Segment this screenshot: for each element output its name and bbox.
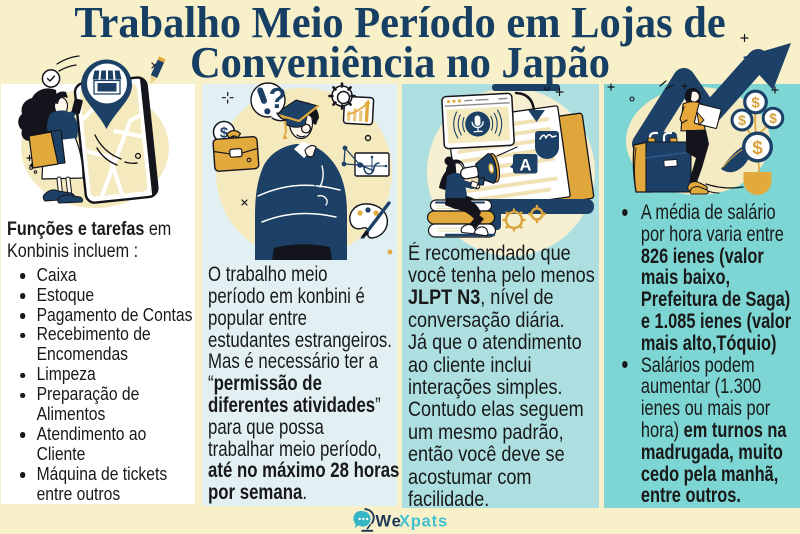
svg-text:?: ?	[269, 83, 287, 115]
svg-text:$: $	[769, 110, 777, 126]
svg-text:Xpats: Xpats	[399, 513, 448, 531]
svg-text:$: $	[751, 95, 760, 112]
svg-text:$: $	[738, 112, 746, 128]
svg-text:We: We	[376, 513, 402, 531]
svg-text:A: A	[520, 157, 532, 175]
svg-text:$: $	[220, 125, 229, 142]
svg-text:$: $	[752, 138, 763, 159]
